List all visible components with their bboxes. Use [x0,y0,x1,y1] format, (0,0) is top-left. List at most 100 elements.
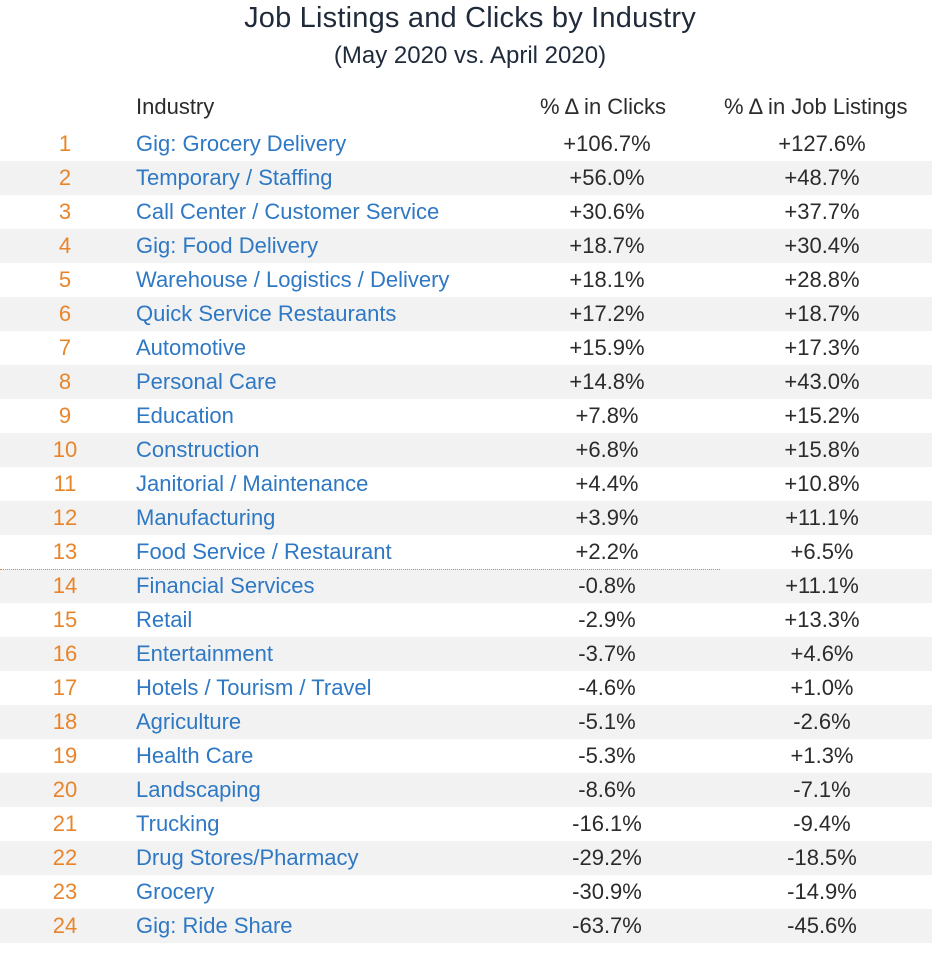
industry-cell: Agriculture [136,709,242,734]
industry-cell: Education [136,403,234,428]
job-listings-change-cell: -45.6% [787,913,857,938]
clicks-change-cell: -5.3% [578,743,636,768]
rank-cell: 5 [58,267,72,292]
clicks-change-cell: +6.8% [575,437,639,462]
rank-cell: 2 [58,165,72,190]
table-row: 16 Entertainment -3.7% +4.6% [0,637,932,671]
rank-cell: 10 [52,437,78,462]
rank-cell: 11 [53,471,77,496]
industry-cell: Construction [136,437,260,462]
table-row: 7 Automotive +15.9% +17.3% [0,331,932,365]
rank-cell: 21 [52,811,78,836]
job-listings-change-cell: +1.0% [790,675,854,700]
clicks-change-cell: +18.7% [569,233,645,258]
industry-cell: Grocery [136,879,215,904]
industry-cell: Personal Care [136,369,277,394]
table-row: 22 Drug Stores/Pharmacy -29.2% -18.5% [0,841,932,875]
job-listings-change-cell: +127.6% [778,131,866,156]
job-listings-change-cell: +37.7% [784,199,860,224]
clicks-change-cell: -5.1% [578,709,636,734]
table-row: 23 Grocery -30.9% -14.9% [0,875,932,909]
clicks-change-cell: +30.6% [569,199,645,224]
clicks-change-cell: -16.1% [572,811,642,836]
industry-cell: Entertainment [136,641,273,666]
clicks-change-cell: +106.7% [563,131,651,156]
table-row: 5 Warehouse / Logistics / Delivery +18.1% +… [0,263,932,297]
clicks-change-cell: -29.2% [572,845,642,870]
job-listings-change-cell: +10.8% [784,471,860,496]
job-listings-change-cell: -7.1% [793,777,851,802]
table-row: 15 Retail -2.9% +13.3% [0,603,932,637]
rank-cell: 3 [58,199,72,224]
industry-cell: Automotive [136,335,247,360]
table-row: 4 Gig: Food Delivery +18.7% +30.4% [0,229,932,263]
rank-cell: 23 [52,879,78,904]
industry-cell: Janitorial / Maintenance [136,471,369,496]
job-listings-change-cell: +4.6% [790,641,854,666]
rank-cell: 9 [58,403,72,428]
job-listings-change-cell: +48.7% [784,165,860,190]
industry-cell: Hotels / Tourism / Travel [136,675,372,700]
rank-cell: 6 [58,301,72,326]
table-body: 1 Gig: Grocery Delivery +106.7% +127.6% 2 Tem… [0,127,940,943]
chart-title: Job Listings and Clicks by Industry [244,2,696,34]
table-row: 1 Gig: Grocery Delivery +106.7% +127.6% [0,127,932,161]
job-listings-change-cell: -9.4% [793,811,851,836]
job-listings-change-cell: -18.5% [787,845,857,870]
industry-cell: Gig: Ride Share [136,913,293,938]
industry-cell: Retail [136,607,193,632]
clicks-change-cell: +14.8% [569,369,645,394]
industry-cell: Gig: Food Delivery [136,233,319,258]
table-row: 9 Education +7.8% +15.2% [0,399,932,433]
job-listings-change-cell: +6.5% [790,539,854,564]
column-header-industry: Industry [136,94,215,119]
rank-cell: 1 [58,131,72,156]
table-row: 6 Quick Service Restaurants +17.2% +18.7% [0,297,932,331]
chart-subtitle: (May 2020 vs. April 2020) [333,42,607,69]
table-row: 18 Agriculture -5.1% -2.6% [0,705,932,739]
clicks-change-cell: +15.9% [569,335,645,360]
clicks-change-cell: -30.9% [572,879,642,904]
table-row: 2 Temporary / Staffing +56.0% +48.7% [0,161,932,195]
job-listings-change-cell: +15.2% [784,403,860,428]
rank-cell: 18 [52,709,78,734]
industry-cell: Drug Stores/Pharmacy [136,845,359,870]
clicks-change-cell: +56.0% [569,165,645,190]
job-listings-change-cell: +13.3% [784,607,860,632]
clicks-change-cell: +18.1% [569,267,645,292]
job-listings-change-cell: +30.4% [784,233,860,258]
industry-cell: Financial Services [136,573,315,598]
clicks-change-cell: +3.9% [575,505,639,530]
job-listings-change-cell: -14.9% [787,879,857,904]
rank-cell: 14 [52,573,78,598]
rank-cell: 8 [58,369,72,394]
industry-cell: Health Care [136,743,254,768]
table-row: 13 Food Service / Restaurant +2.2% +6.5% [0,535,932,569]
industry-cell: Food Service / Restaurant [136,539,392,564]
rank-cell: 20 [52,777,78,802]
industry-cell: Call Center / Customer Service [136,199,440,224]
table-row: 14 Financial Services -0.8% +11.1% [0,569,932,603]
table-header: Industry % Δ in Clicks % Δ in Job Listin… [0,92,940,124]
table-row: 12 Manufacturing +3.9% +11.1% [0,501,932,535]
industry-cell: Gig: Grocery Delivery [136,131,347,156]
table-row: 8 Personal Care +14.8% +43.0% [0,365,932,399]
industry-cell: Warehouse / Logistics / Delivery [136,267,450,292]
clicks-change-cell: -2.9% [578,607,636,632]
clicks-change-cell: +4.4% [575,471,639,496]
clicks-change-cell: -8.6% [578,777,636,802]
industry-cell: Temporary / Staffing [136,165,333,190]
clicks-change-cell: +7.8% [575,403,639,428]
rank-cell: 19 [52,743,78,768]
positive-negative-divider [0,569,720,570]
industry-cell: Trucking [136,811,220,836]
clicks-change-cell: -63.7% [572,913,642,938]
clicks-change-cell: +2.2% [575,539,639,564]
table-row: 11 Janitorial / Maintenance +4.4% +10.8% [0,467,932,501]
table-row: 19 Health Care -5.3% +1.3% [0,739,932,773]
rank-cell: 24 [52,913,78,938]
table-row: 10 Construction +6.8% +15.8% [0,433,932,467]
job-listings-change-cell: +17.3% [784,335,860,360]
table-row: 24 Gig: Ride Share -63.7% -45.6% [0,909,932,943]
job-listings-change-cell: +43.0% [784,369,860,394]
